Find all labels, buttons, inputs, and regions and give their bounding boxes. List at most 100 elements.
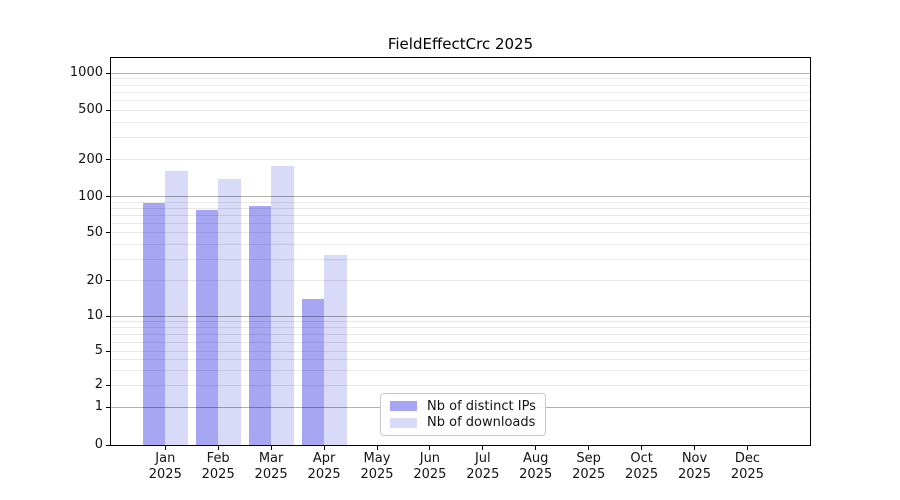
gridline-minor [111,280,810,282]
gridline-minor [111,350,810,352]
y-tick-mark [106,444,110,446]
gridline-minor [111,232,810,234]
x-tick-label: Feb 2025 [183,451,253,482]
gridline-minor [111,159,810,161]
legend-swatch-distinct-ips [390,401,417,412]
x-tick-mark [588,446,590,450]
x-tick-label-month: Aug [522,451,549,466]
gridline-minor [111,384,810,386]
gridline-minor [111,359,810,360]
x-tick-label-month: Jun [419,451,441,466]
x-tick-label: Jul 2025 [448,451,518,482]
gridline-minor [111,369,810,371]
x-tick-label-year: 2025 [730,466,764,482]
bar-distinct-ips [248,205,272,445]
x-tick-label-month: Sep [576,451,601,466]
legend-label: Nb of distinct IPs [427,398,536,414]
x-tick-label-year: 2025 [625,466,659,482]
y-tick-mark [106,315,110,317]
legend-item: Nb of downloads [390,415,536,432]
x-tick-label-month: Feb [206,451,230,466]
x-tick-label-month: Mar [258,451,284,466]
plot-area [106,57,811,450]
gridline-minor [111,201,810,203]
gridline-minor [111,137,810,139]
bar-downloads [324,254,347,445]
x-tick-mark [323,446,325,450]
bar-downloads [165,171,188,445]
x-tick-label-month: Apr [312,451,336,466]
x-tick-label: Nov 2025 [660,451,730,482]
chart-title: FieldEffectCrc 2025 [387,35,534,53]
gridline-minor [111,109,810,111]
gridline-minor [111,222,810,224]
legend-swatch-downloads [390,417,417,428]
x-tick-label: Oct 2025 [607,451,677,482]
y-tick-mark [106,196,110,197]
gridline-minor [111,91,810,93]
gridline-minor [111,100,810,101]
legend-label: Nb of downloads [427,415,536,431]
y-tick-mark [106,350,110,352]
y-tick-label: 1000 [69,65,103,81]
gridline-minor [111,243,810,245]
x-tick-label-year: 2025 [201,466,235,482]
x-tick-mark [217,446,219,450]
y-tick-label: 100 [78,188,103,204]
x-tick-label-month: Jan [155,451,176,466]
x-tick-label-year: 2025 [466,466,500,482]
x-tick-label-year: 2025 [519,466,553,482]
gridline-major [111,315,810,317]
y-tick-label: 10 [86,308,103,324]
x-tick-mark [482,446,484,450]
y-tick-label: 5 [94,343,103,359]
x-tick-label: May 2025 [342,451,412,482]
x-tick-label: Aug 2025 [501,451,571,482]
y-tick-mark [106,109,110,111]
y-tick-label: 2 [94,377,103,393]
x-tick-label-month: Jul [474,451,491,466]
x-tick-label-year: 2025 [677,466,712,482]
gridline-minor [111,341,810,343]
y-tick-mark [106,159,110,161]
gridline-minor [111,321,810,323]
gridline-minor [111,327,810,329]
x-tick-label: Apr 2025 [289,451,359,482]
x-tick-label: Sep 2025 [554,451,624,482]
y-tick-mark [106,406,110,408]
x-tick-label: Dec 2025 [712,451,782,482]
x-tick-mark [376,446,378,450]
x-tick-mark [429,446,431,450]
x-tick-label-month: Oct [630,451,653,466]
gridline-minor [111,78,810,80]
x-tick-label-year: 2025 [307,466,341,482]
x-tick-label-year: 2025 [148,466,182,482]
x-tick-mark [535,446,537,450]
x-tick-mark [270,446,272,450]
x-tick-mark [694,446,695,450]
x-tick-label-month: May [363,451,391,466]
y-tick-label: 20 [86,272,103,288]
gridline-minor [111,333,810,335]
x-tick-label-month: Dec [734,451,760,466]
x-tick-label-year: 2025 [572,466,606,482]
bar-distinct-ips [195,209,219,445]
x-tick-label: Jun 2025 [395,451,465,482]
legend: Nb of distinct IPs Nb of downloads [380,393,546,436]
y-tick-label: 500 [78,102,103,118]
bar-distinct-ips [142,202,166,445]
x-tick-label-year: 2025 [360,466,394,482]
gridline-major [111,72,810,74]
y-tick-mark [106,72,110,74]
x-tick-mark [746,446,748,450]
x-tick-label-year: 2025 [254,466,288,482]
x-tick-label: Jan 2025 [130,451,200,482]
gridline-minor [111,121,810,123]
x-tick-label-month: Nov [681,451,708,466]
gridline-minor [111,84,810,86]
bar-downloads [271,166,294,445]
y-tick-label: 1 [94,399,103,415]
legend-item: Nb of distinct IPs [390,398,536,415]
y-tick-label: 50 [86,224,103,240]
